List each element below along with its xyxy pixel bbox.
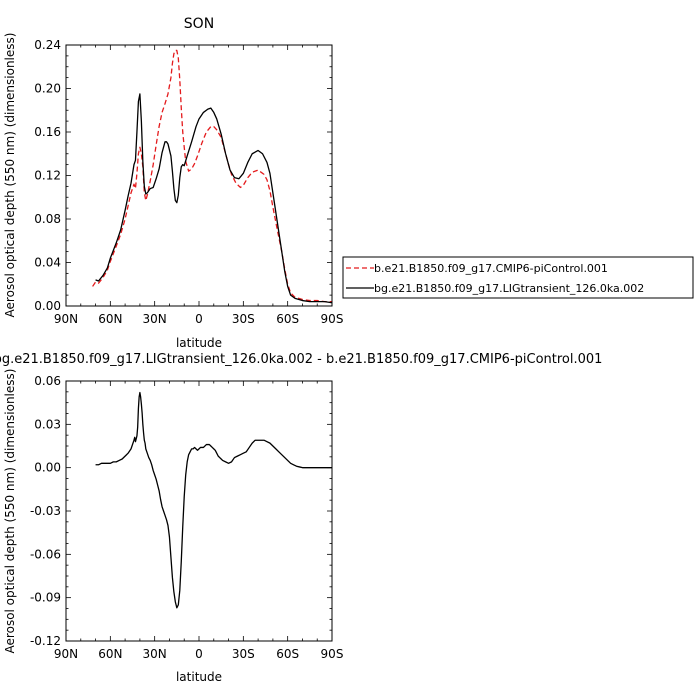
x-tick-label: 30S: [232, 312, 255, 326]
legend-entry-control: b.e21.B1850.f09_g17.CMIP6-piControl.001: [374, 262, 608, 275]
series-group: [95, 391, 332, 609]
plot-frame: [65, 44, 333, 307]
x-tick-label: 60S: [276, 312, 299, 326]
series-line-0: [95, 391, 332, 609]
plot-frame: [65, 380, 333, 642]
x-ticks: 90N 60N 30N 0 30S 60S 90S: [54, 45, 344, 326]
y-tick-label: 0.12: [34, 169, 61, 183]
y-tick-label: -0.03: [30, 504, 61, 518]
x-tick-label: 30S: [232, 647, 255, 661]
y-tick-label: 0.00: [34, 461, 61, 475]
x-tick-label: 0: [195, 312, 203, 326]
legend: b.e21.B1850.f09_g17.CMIP6-piControl.001 …: [342, 256, 694, 299]
y-tick-label: 0.16: [34, 125, 61, 139]
x-axis-label: latitude: [176, 670, 222, 684]
y-tick-label: 0.03: [34, 417, 61, 431]
chart-son-mean: SON 0.00 0.04 0.08 0.12 0.16 0.20 0.24 90N 60N 3…: [3, 16, 343, 350]
legend-entry-ligtransient: bg.e21.B1850.f09_g17.LIGtransient_126.0k…: [374, 282, 644, 295]
chart-title: bg.e21.B1850.f09_g17.LIGtransient_126.0k…: [0, 352, 602, 367]
legend-box: [342, 256, 694, 299]
x-tick-label: 90S: [321, 312, 344, 326]
y-tick-label: -0.09: [30, 591, 61, 605]
y-tick-label: 0.00: [34, 299, 61, 313]
chart-title: SON: [184, 16, 214, 32]
x-tick-label: 60S: [276, 647, 299, 661]
series-group: [92, 49, 333, 304]
y-tick-label: 0.08: [34, 212, 61, 226]
x-tick-label: 90S: [321, 647, 344, 661]
chart-difference: bg.e21.B1850.f09_g17.LIGtransient_126.0k…: [0, 352, 602, 684]
y-tick-label: -0.12: [30, 634, 61, 648]
y-axis-label: Aerosol optical depth (550 nm) (dimensio…: [3, 33, 17, 318]
y-tick-label: 0.06: [34, 374, 61, 388]
y-axis-label: Aerosol optical depth (550 nm) (dimensio…: [3, 369, 17, 654]
y-tick-label: 0.04: [34, 256, 61, 270]
x-tick-label: 30N: [143, 312, 167, 326]
x-tick-label: 90N: [54, 312, 78, 326]
x-tick-label: 90N: [54, 647, 78, 661]
series-line-1: [95, 93, 333, 304]
y-tick-label: -0.06: [30, 547, 61, 561]
x-tick-label: 60N: [98, 647, 122, 661]
x-tick-label: 0: [195, 647, 203, 661]
series-line-0: [92, 49, 332, 303]
x-tick-label: 30N: [143, 647, 167, 661]
y-tick-label: 0.24: [34, 38, 61, 52]
x-tick-label: 60N: [98, 312, 122, 326]
y-tick-label: 0.20: [34, 82, 61, 96]
x-axis-label: latitude: [176, 336, 222, 350]
y-ticks: -0.12 -0.09 -0.06 -0.03 0.00 0.03 0.06: [30, 374, 332, 648]
